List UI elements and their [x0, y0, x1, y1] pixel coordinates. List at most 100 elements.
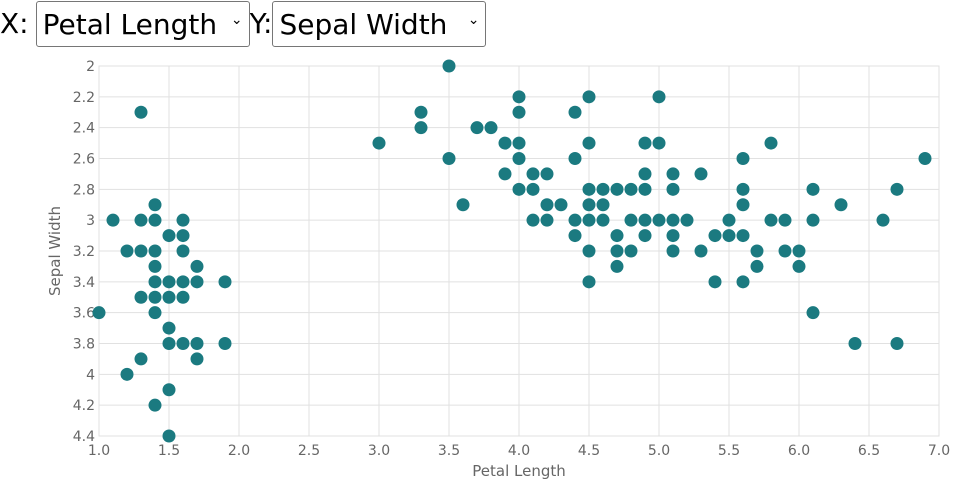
- data-point[interactable]: [722, 213, 736, 227]
- data-point[interactable]: [148, 306, 162, 320]
- data-point[interactable]: [540, 198, 554, 212]
- data-point[interactable]: [666, 229, 680, 243]
- data-point[interactable]: [638, 182, 652, 196]
- data-point[interactable]: [764, 213, 778, 227]
- data-point[interactable]: [162, 290, 176, 304]
- data-point[interactable]: [568, 213, 582, 227]
- data-point[interactable]: [610, 182, 624, 196]
- data-point[interactable]: [190, 337, 204, 350]
- data-point[interactable]: [638, 213, 652, 227]
- data-point[interactable]: [148, 398, 162, 412]
- data-point[interactable]: [610, 229, 624, 243]
- data-point[interactable]: [162, 229, 176, 243]
- data-point[interactable]: [638, 136, 652, 150]
- data-point[interactable]: [176, 290, 190, 304]
- data-point[interactable]: [414, 121, 428, 135]
- data-point[interactable]: [876, 213, 890, 227]
- data-point[interactable]: [596, 213, 610, 227]
- data-point[interactable]: [624, 244, 638, 258]
- data-point[interactable]: [176, 244, 190, 258]
- data-point[interactable]: [148, 259, 162, 273]
- data-point[interactable]: [176, 229, 190, 243]
- data-point[interactable]: [190, 352, 204, 366]
- data-point[interactable]: [120, 244, 134, 258]
- data-point[interactable]: [778, 244, 792, 258]
- data-point[interactable]: [596, 182, 610, 196]
- data-point[interactable]: [736, 275, 750, 289]
- data-point[interactable]: [666, 244, 680, 258]
- data-point[interactable]: [750, 259, 764, 273]
- data-point[interactable]: [568, 229, 582, 243]
- data-point[interactable]: [666, 213, 680, 227]
- data-point[interactable]: [442, 152, 456, 165]
- data-point[interactable]: [624, 182, 638, 196]
- data-point[interactable]: [722, 229, 736, 243]
- data-point[interactable]: [736, 152, 750, 165]
- data-point[interactable]: [666, 167, 680, 181]
- data-point[interactable]: [470, 121, 484, 135]
- data-point[interactable]: [134, 352, 148, 366]
- data-point[interactable]: [848, 337, 862, 350]
- data-point[interactable]: [806, 182, 820, 196]
- data-point[interactable]: [890, 337, 904, 350]
- data-point[interactable]: [120, 367, 134, 381]
- data-point[interactable]: [512, 136, 526, 150]
- data-point[interactable]: [582, 182, 596, 196]
- data-point[interactable]: [582, 198, 596, 212]
- data-point[interactable]: [134, 244, 148, 258]
- x-axis-select[interactable]: Petal Length ⌄: [35, 1, 250, 47]
- y-axis-select[interactable]: Sepal Width ⌄: [272, 1, 487, 47]
- data-point[interactable]: [512, 105, 526, 119]
- data-point[interactable]: [190, 259, 204, 273]
- data-point[interactable]: [610, 259, 624, 273]
- data-point[interactable]: [792, 244, 806, 258]
- data-point[interactable]: [638, 167, 652, 181]
- data-point[interactable]: [764, 136, 778, 150]
- data-point[interactable]: [372, 136, 386, 150]
- data-point[interactable]: [708, 229, 722, 243]
- data-point[interactable]: [652, 90, 666, 104]
- data-point[interactable]: [456, 198, 470, 212]
- data-point[interactable]: [610, 244, 624, 258]
- data-point[interactable]: [512, 182, 526, 196]
- data-point[interactable]: [162, 337, 176, 350]
- data-point[interactable]: [568, 105, 582, 119]
- data-point[interactable]: [568, 152, 582, 165]
- data-point[interactable]: [834, 198, 848, 212]
- data-point[interactable]: [792, 259, 806, 273]
- data-point[interactable]: [582, 136, 596, 150]
- data-point[interactable]: [694, 167, 708, 181]
- data-point[interactable]: [134, 290, 148, 304]
- data-point[interactable]: [134, 213, 148, 227]
- data-point[interactable]: [806, 213, 820, 227]
- data-point[interactable]: [890, 182, 904, 196]
- data-point[interactable]: [750, 244, 764, 258]
- data-point[interactable]: [680, 213, 694, 227]
- data-point[interactable]: [162, 275, 176, 289]
- data-point[interactable]: [582, 275, 596, 289]
- data-point[interactable]: [582, 244, 596, 258]
- data-point[interactable]: [736, 182, 750, 196]
- data-point[interactable]: [666, 182, 680, 196]
- data-point[interactable]: [806, 306, 820, 320]
- data-point[interactable]: [414, 105, 428, 119]
- data-point[interactable]: [190, 275, 204, 289]
- data-point[interactable]: [596, 198, 610, 212]
- data-point[interactable]: [512, 152, 526, 165]
- data-point[interactable]: [708, 275, 722, 289]
- data-point[interactable]: [92, 306, 106, 320]
- data-point[interactable]: [176, 275, 190, 289]
- data-point[interactable]: [176, 213, 190, 227]
- data-point[interactable]: [526, 213, 540, 227]
- data-point[interactable]: [736, 229, 750, 243]
- data-point[interactable]: [778, 213, 792, 227]
- data-point[interactable]: [512, 90, 526, 104]
- data-point[interactable]: [498, 167, 512, 181]
- data-point[interactable]: [442, 59, 456, 73]
- data-point[interactable]: [134, 105, 148, 119]
- data-point[interactable]: [652, 213, 666, 227]
- data-point[interactable]: [652, 136, 666, 150]
- data-point[interactable]: [148, 244, 162, 258]
- data-point[interactable]: [624, 213, 638, 227]
- data-point[interactable]: [484, 121, 498, 135]
